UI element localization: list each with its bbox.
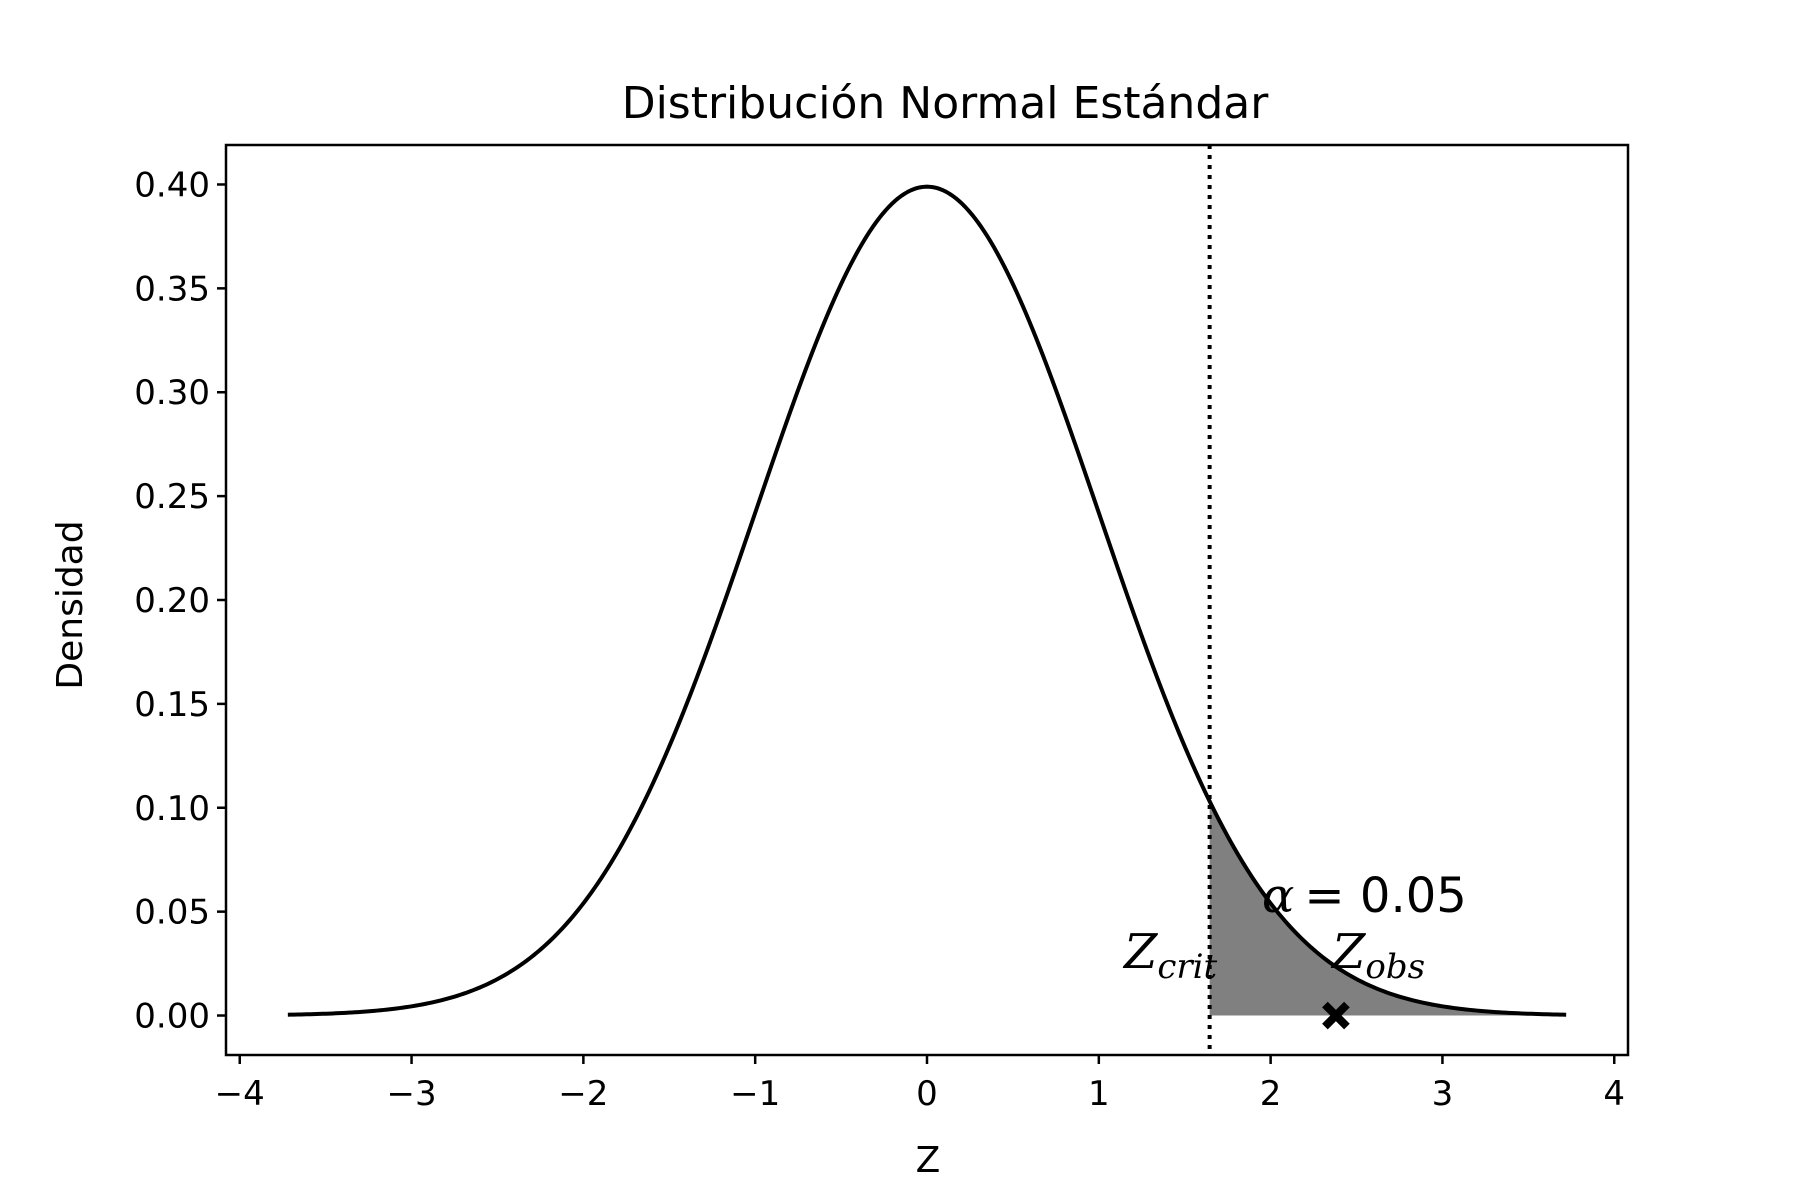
x-tick-label: −4 bbox=[215, 1074, 265, 1114]
chart-title: Distribución Normal Estándar bbox=[622, 78, 1270, 129]
density-curve bbox=[287, 184, 1567, 1017]
x-tick-label: −2 bbox=[558, 1074, 608, 1114]
x-tick-label: 0 bbox=[916, 1074, 938, 1114]
y-tick-label: 0.25 bbox=[134, 477, 210, 517]
axis-ticks: −4 −3 −2 −1 0 1 2 3 4 0.00 0.05 0.10 0.15 0.20 0.25 0.3… bbox=[134, 143, 1630, 1114]
y-tick-label: 0.20 bbox=[134, 581, 210, 621]
z-crit-sub: crit bbox=[1157, 947, 1217, 987]
y-tick-label: 0.15 bbox=[134, 685, 210, 725]
y-tick-label: 0.00 bbox=[134, 997, 210, 1037]
alpha-annotation: α = 0.05 bbox=[1262, 868, 1467, 924]
y-tick-label: 0.30 bbox=[134, 373, 210, 413]
y-tick-label: 0.40 bbox=[134, 165, 210, 205]
x-tick-label: −1 bbox=[730, 1074, 780, 1114]
z-obs-base: Z bbox=[1330, 924, 1367, 980]
x-tick-label: 3 bbox=[1432, 1074, 1454, 1114]
y-tick-label: 0.05 bbox=[134, 893, 210, 933]
x-tick-label: 2 bbox=[1260, 1074, 1282, 1114]
x-tick-label: −3 bbox=[386, 1074, 436, 1114]
observed-value-marker bbox=[1322, 1001, 1350, 1030]
z-crit-base: Z bbox=[1122, 924, 1159, 980]
z-obs-annotation: Zobs bbox=[1330, 924, 1425, 987]
z-obs-sub: obs bbox=[1365, 947, 1425, 987]
z-crit-annotation: Zcrit bbox=[1122, 924, 1218, 987]
rejection-region-fill bbox=[1209, 801, 1567, 1016]
alpha-symbol: α bbox=[1262, 868, 1294, 924]
y-tick-label: 0.10 bbox=[134, 789, 210, 829]
x-tick-label: 4 bbox=[1603, 1074, 1625, 1114]
x-tick-label: 1 bbox=[1088, 1074, 1110, 1114]
alpha-value: = 0.05 bbox=[1304, 868, 1466, 924]
plot-area bbox=[287, 145, 1567, 1055]
y-axis-label: Densidad bbox=[50, 520, 91, 689]
x-axis-label: Z bbox=[916, 1140, 941, 1181]
y-tick-label: 0.35 bbox=[134, 269, 210, 309]
